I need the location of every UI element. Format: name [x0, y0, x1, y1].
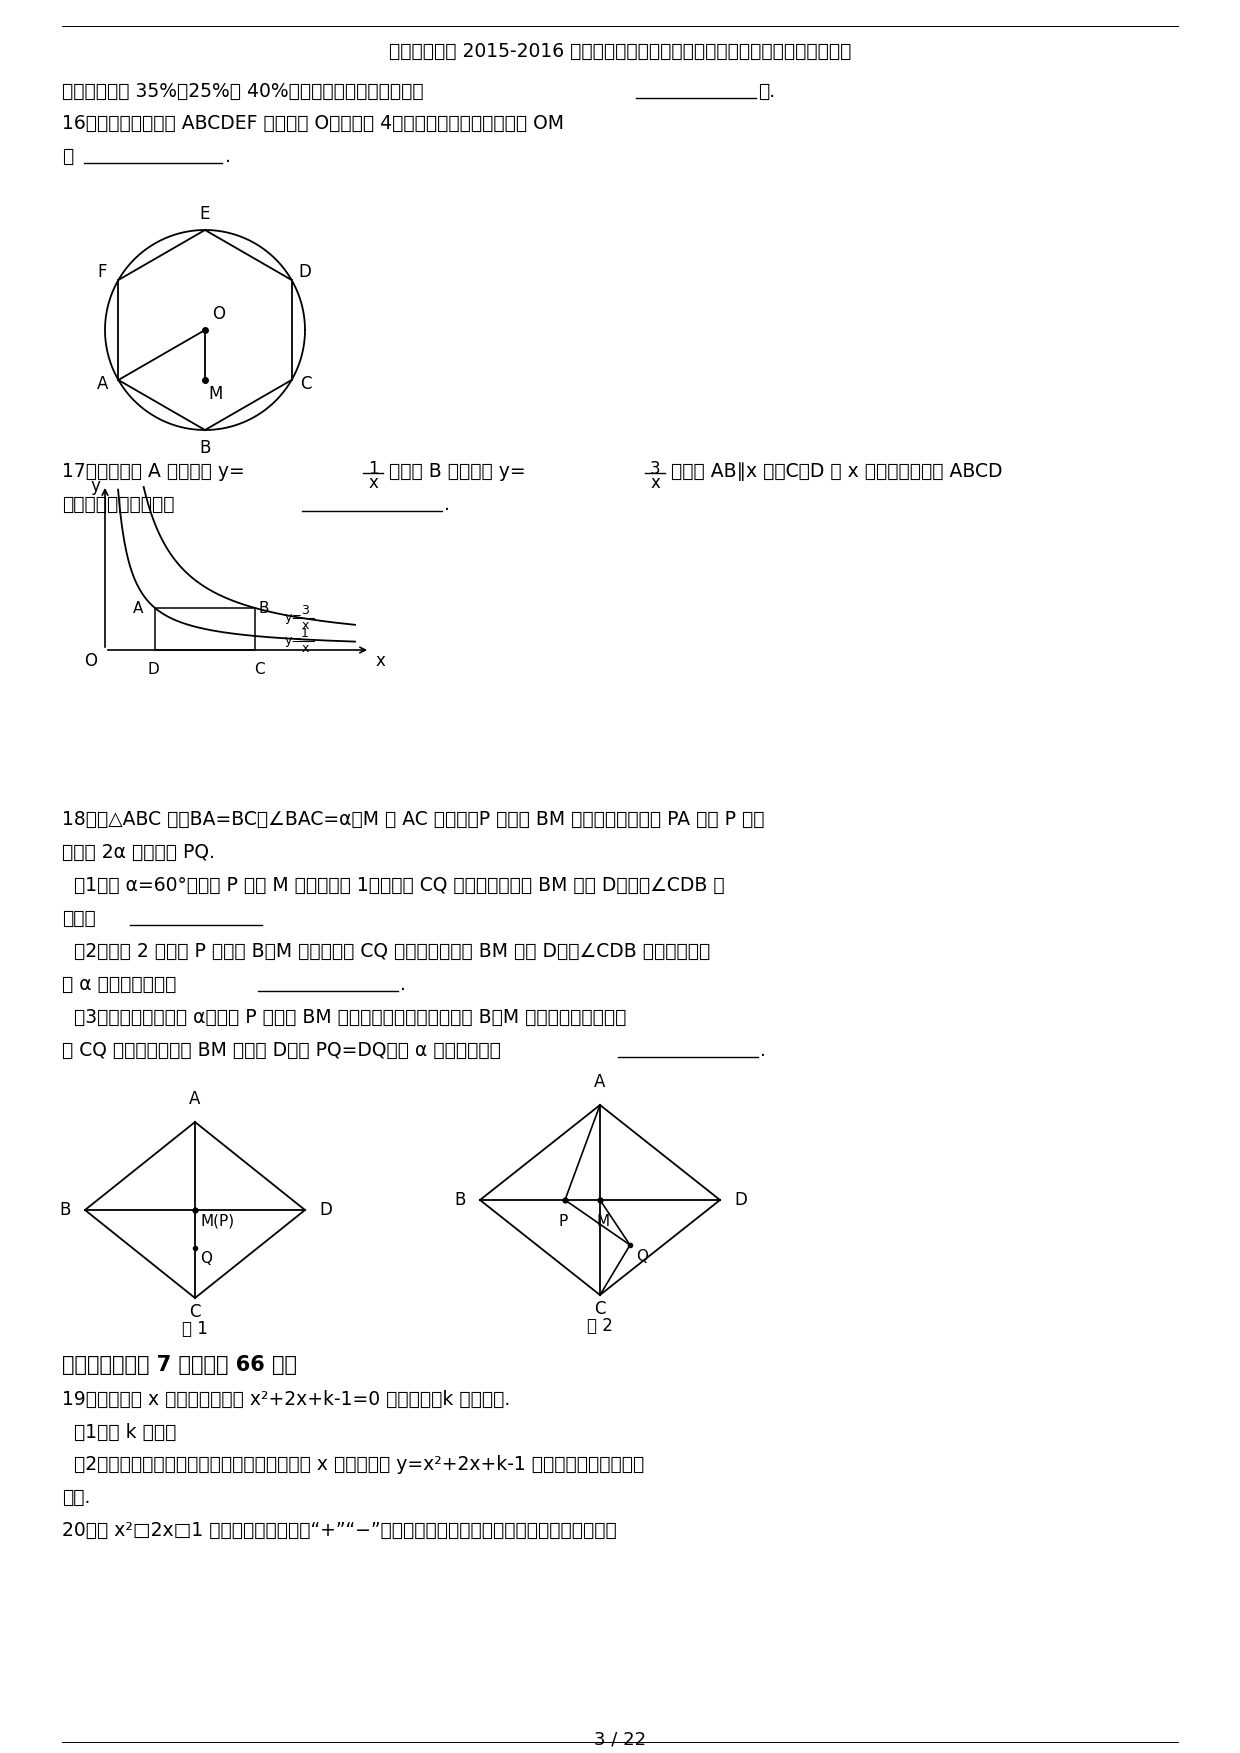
Text: M: M [208, 386, 222, 403]
Text: A: A [133, 601, 143, 615]
Text: 3: 3 [650, 459, 661, 479]
Text: 图 1: 图 1 [182, 1320, 208, 1338]
Text: x: x [376, 652, 386, 670]
Text: E: E [200, 205, 211, 223]
Text: （3）对于适当大小的 α，当点 P 在线段 BM 上运动到某一位置（不与点 B、M 重合）时，能使得线: （3）对于适当大小的 α，当点 P 在线段 BM 上运动到某一位置（不与点 B、… [62, 1008, 626, 1027]
Text: x: x [301, 619, 309, 631]
Text: .: . [444, 494, 450, 514]
Text: P: P [558, 1215, 568, 1229]
Text: 蓝球的频率为 35%、25%和 40%，估计口袋中黄色玻璃球有: 蓝球的频率为 35%、25%和 40%，估计口袋中黄色玻璃球有 [62, 82, 424, 102]
Text: A: A [190, 1090, 201, 1108]
Text: x: x [368, 473, 378, 493]
Text: 18．在△ABC 中，BA=BC，∠BAC=α，M 是 AC 的中点，P 是线段 BM 上的动点，将线段 PA 绕点 P 顺时: 18．在△ABC 中，BA=BC，∠BAC=α，M 是 AC 的中点，P 是线段… [62, 810, 765, 829]
Text: A: A [97, 375, 108, 393]
Text: Q: Q [200, 1252, 212, 1266]
Text: 上，且 AB∥x 轴，C、D 在 x 轴上，若四边形 ABCD: 上，且 AB∥x 轴，C、D 在 x 轴上，若四边形 ABCD [671, 463, 1002, 480]
Text: 图 2: 图 2 [587, 1317, 613, 1336]
Text: M: M [596, 1215, 610, 1229]
Text: B: B [200, 438, 211, 458]
Text: 含 α 的代数式表示）: 含 α 的代数式表示） [62, 975, 176, 994]
Text: Q: Q [636, 1248, 649, 1264]
Text: .: . [760, 1041, 766, 1061]
Text: 17．如图，点 A 在双曲线 y=: 17．如图，点 A 在双曲线 y= [62, 463, 244, 480]
Text: C: C [300, 375, 311, 393]
Text: y: y [91, 477, 100, 494]
Text: 1: 1 [368, 459, 378, 479]
Text: B: B [259, 601, 269, 615]
Text: 段 CQ 的延长线与射线 BM 交于点 D，且 PQ=DQ，则 α 的取値范围是: 段 CQ 的延长线与射线 BM 交于点 D，且 PQ=DQ，则 α 的取値范围是 [62, 1041, 501, 1061]
Text: 19．已知关于 x 的一元二次方程 x²+2x+k-1=0 有实数根，k 为正整数.: 19．已知关于 x 的一元二次方程 x²+2x+k-1=0 有实数根，k 为正整… [62, 1390, 510, 1409]
Text: （2）在图 2 中，点 P 不与点 B、M 重合，线段 CQ 的延长线交射线 BM 于点 D，则∠CDB 的度数为（用: （2）在图 2 中，点 P 不与点 B、M 重合，线段 CQ 的延长线交射线 B… [62, 941, 711, 961]
Text: 针旋转 2α 得到线段 PQ.: 针旋转 2α 得到线段 PQ. [62, 843, 215, 862]
Text: O: O [212, 305, 224, 323]
Text: .: . [224, 147, 231, 167]
Text: C: C [190, 1302, 201, 1322]
Text: M(P): M(P) [200, 1213, 234, 1229]
Text: y=: y= [285, 610, 303, 624]
Text: （1）若 α=60°，且点 P 与点 M 重合（如图 1），线段 CQ 的延长线交射线 BM 于点 D，此时∠CDB 的: （1）若 α=60°，且点 P 与点 M 重合（如图 1），线段 CQ 的延长线… [62, 876, 724, 896]
Text: 度数为: 度数为 [62, 910, 95, 927]
Text: 为: 为 [62, 147, 73, 167]
Text: x: x [650, 473, 660, 493]
Text: D: D [148, 663, 159, 677]
Text: 3: 3 [301, 603, 309, 617]
Text: D: D [319, 1201, 332, 1218]
Text: .: . [401, 975, 405, 994]
Text: C: C [594, 1301, 606, 1318]
Text: y=: y= [285, 635, 303, 647]
Text: 上，点 B 在双曲线 y=: 上，点 B 在双曲线 y= [389, 463, 526, 480]
Text: O: O [84, 652, 97, 670]
Text: （2）当此方程有两个非零的整数根时，求关于 x 的二次函数 y=x²+2x+k-1 的图象的对称轴和顶点: （2）当此方程有两个非零的整数根时，求关于 x 的二次函数 y=x²+2x+k-… [62, 1455, 645, 1474]
Text: C: C [254, 663, 264, 677]
Text: D: D [734, 1190, 746, 1210]
Text: 3 / 22: 3 / 22 [594, 1730, 646, 1748]
Text: 1: 1 [301, 628, 309, 640]
Text: F: F [98, 263, 107, 280]
Text: B: B [455, 1190, 466, 1210]
Text: 为矩形，则它的面积为: 为矩形，则它的面积为 [62, 494, 175, 514]
Text: 天津市南开区 2015-2016 学年九年级数学上学期期末考试试题（含解析）新人教版: 天津市南开区 2015-2016 学年九年级数学上学期期末考试试题（含解析）新人… [389, 42, 851, 61]
Text: A: A [594, 1073, 605, 1090]
Text: D: D [298, 263, 311, 280]
Text: x: x [301, 642, 309, 656]
Text: 个.: 个. [758, 82, 775, 102]
Text: 坐标.: 坐标. [62, 1488, 91, 1508]
Text: B: B [60, 1201, 71, 1218]
Text: 16．如图，正六边形 ABCDEF 内接于圆 O，半径为 4，则这个正六边形的边心距 OM: 16．如图，正六边形 ABCDEF 内接于圆 O，半径为 4，则这个正六边形的边… [62, 114, 564, 133]
Text: 20．在 x²□2x□1 的空格中，任意填上“+”“−”，求其中能构成完全平方的概率（列出表格或画: 20．在 x²□2x□1 的空格中，任意填上“+”“−”，求其中能构成完全平方的… [62, 1522, 616, 1539]
Text: （1）求 k 的値；: （1）求 k 的値； [62, 1423, 176, 1443]
Text: 三、解答题（共 7 题，满分 66 分）: 三、解答题（共 7 题，满分 66 分） [62, 1355, 298, 1374]
